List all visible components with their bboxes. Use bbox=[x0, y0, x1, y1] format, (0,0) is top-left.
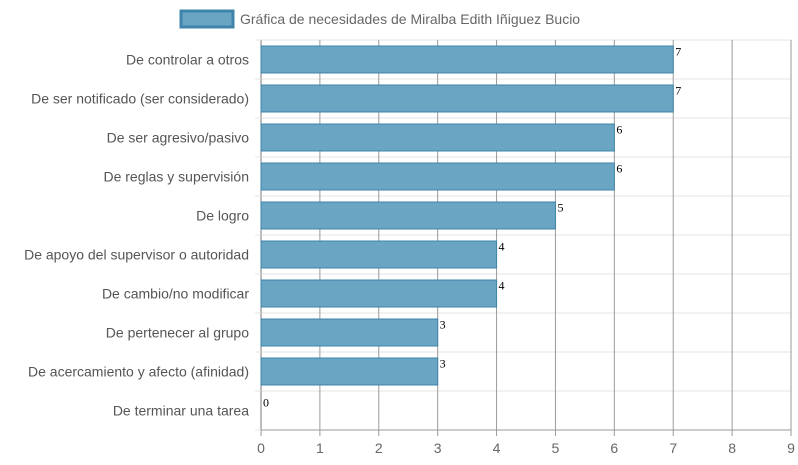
data-label: 4 bbox=[499, 279, 505, 293]
bar[interactable] bbox=[260, 201, 556, 230]
x-tick-label: 4 bbox=[493, 440, 501, 456]
category-label: De cambio/no modificar bbox=[102, 286, 249, 302]
category-label: De controlar a otros bbox=[126, 52, 249, 68]
x-tick-label: 1 bbox=[316, 440, 324, 456]
bar[interactable] bbox=[260, 45, 674, 74]
category-label: De reglas y supervisión bbox=[103, 169, 249, 185]
x-tick-label: 3 bbox=[434, 440, 442, 456]
bar[interactable] bbox=[260, 279, 498, 308]
bar[interactable] bbox=[260, 123, 615, 152]
data-label: 4 bbox=[499, 240, 505, 254]
x-axis-tick-labels: 0 1 2 3 4 5 6 7 8 9 bbox=[257, 440, 795, 456]
x-tick-label: 8 bbox=[728, 440, 736, 456]
category-label: De ser notificado (ser considerado) bbox=[31, 91, 249, 107]
bars bbox=[260, 45, 674, 386]
x-tick-label: 5 bbox=[552, 440, 560, 456]
category-labels: De controlar a otros De ser notificado (s… bbox=[24, 52, 249, 419]
x-tick-label: 6 bbox=[610, 440, 618, 456]
bar[interactable] bbox=[260, 84, 674, 113]
category-label: De terminar una tarea bbox=[113, 403, 249, 419]
legend[interactable]: Gráfica de necesidades de Miralba Edith … bbox=[179, 9, 580, 29]
data-label: 3 bbox=[440, 318, 446, 332]
x-tick-label: 2 bbox=[375, 440, 383, 456]
data-label: 3 bbox=[440, 357, 446, 371]
bar[interactable] bbox=[260, 240, 498, 269]
x-tick-label: 9 bbox=[787, 440, 795, 456]
legend-swatch bbox=[179, 9, 235, 29]
x-tick-label: 0 bbox=[257, 440, 265, 456]
category-label: De apoyo del supervisor o autoridad bbox=[24, 247, 249, 263]
data-label: 7 bbox=[675, 84, 681, 98]
category-label: De acercamiento y afecto (afinidad) bbox=[28, 364, 249, 380]
category-label: De ser agresivo/pasivo bbox=[107, 130, 250, 146]
bar[interactable] bbox=[260, 318, 439, 347]
bar[interactable] bbox=[260, 357, 439, 386]
category-label: De logro bbox=[196, 208, 249, 224]
x-tick-label: 7 bbox=[669, 440, 677, 456]
data-label: 0 bbox=[263, 396, 269, 410]
data-label: 6 bbox=[616, 162, 622, 176]
data-label: 7 bbox=[675, 45, 681, 59]
data-label: 6 bbox=[616, 123, 622, 137]
bar[interactable] bbox=[260, 162, 615, 191]
data-label: 5 bbox=[557, 201, 563, 215]
value-labels: 7 7 6 6 5 4 4 3 3 0 bbox=[263, 45, 681, 410]
legend-label: Gráfica de necesidades de Miralba Edith … bbox=[240, 11, 580, 27]
category-label: De pertenecer al grupo bbox=[106, 325, 249, 341]
